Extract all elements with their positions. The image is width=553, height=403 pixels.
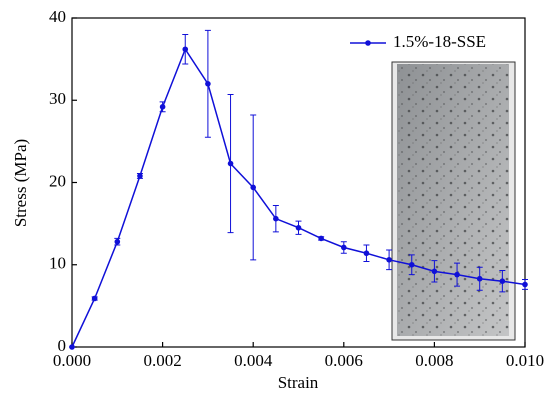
data-point xyxy=(476,275,483,282)
data-point xyxy=(431,268,438,275)
data-point xyxy=(205,81,211,87)
data-point xyxy=(408,261,415,268)
legend-marker xyxy=(365,40,371,46)
data-point xyxy=(137,173,143,179)
y-tick-label: 30 xyxy=(49,89,66,108)
y-tick-label: 0 xyxy=(58,336,67,355)
y-axis-label: Stress (MPa) xyxy=(11,139,30,227)
data-point xyxy=(273,215,279,222)
inset-photo xyxy=(391,61,516,341)
data-point xyxy=(159,104,166,110)
data-point xyxy=(341,244,347,251)
legend-label: 1.5%-18-SSE xyxy=(393,32,486,51)
data-point xyxy=(91,295,98,302)
y-tick-label: 40 xyxy=(49,7,66,26)
x-axis-label: Strain xyxy=(278,373,319,392)
y-tick-label: 20 xyxy=(49,171,66,190)
x-tick-label: 0.000 xyxy=(53,351,91,370)
data-point xyxy=(295,224,302,231)
data-point xyxy=(386,257,392,263)
x-tick-label: 0.002 xyxy=(143,351,181,370)
data-point xyxy=(250,184,256,191)
x-tick-label: 0.004 xyxy=(234,351,273,370)
data-point xyxy=(522,281,528,288)
data-point xyxy=(499,278,506,285)
data-point xyxy=(69,344,75,350)
data-point xyxy=(227,160,234,167)
data-point xyxy=(182,46,189,53)
x-tick-label: 0.008 xyxy=(415,351,453,370)
data-point xyxy=(318,235,324,242)
x-tick-label: 0.010 xyxy=(506,351,544,370)
data-point xyxy=(363,250,370,257)
y-tick-label: 10 xyxy=(49,254,66,273)
data-point xyxy=(454,271,460,278)
x-tick-label: 0.006 xyxy=(325,351,363,370)
data-point xyxy=(114,238,121,245)
